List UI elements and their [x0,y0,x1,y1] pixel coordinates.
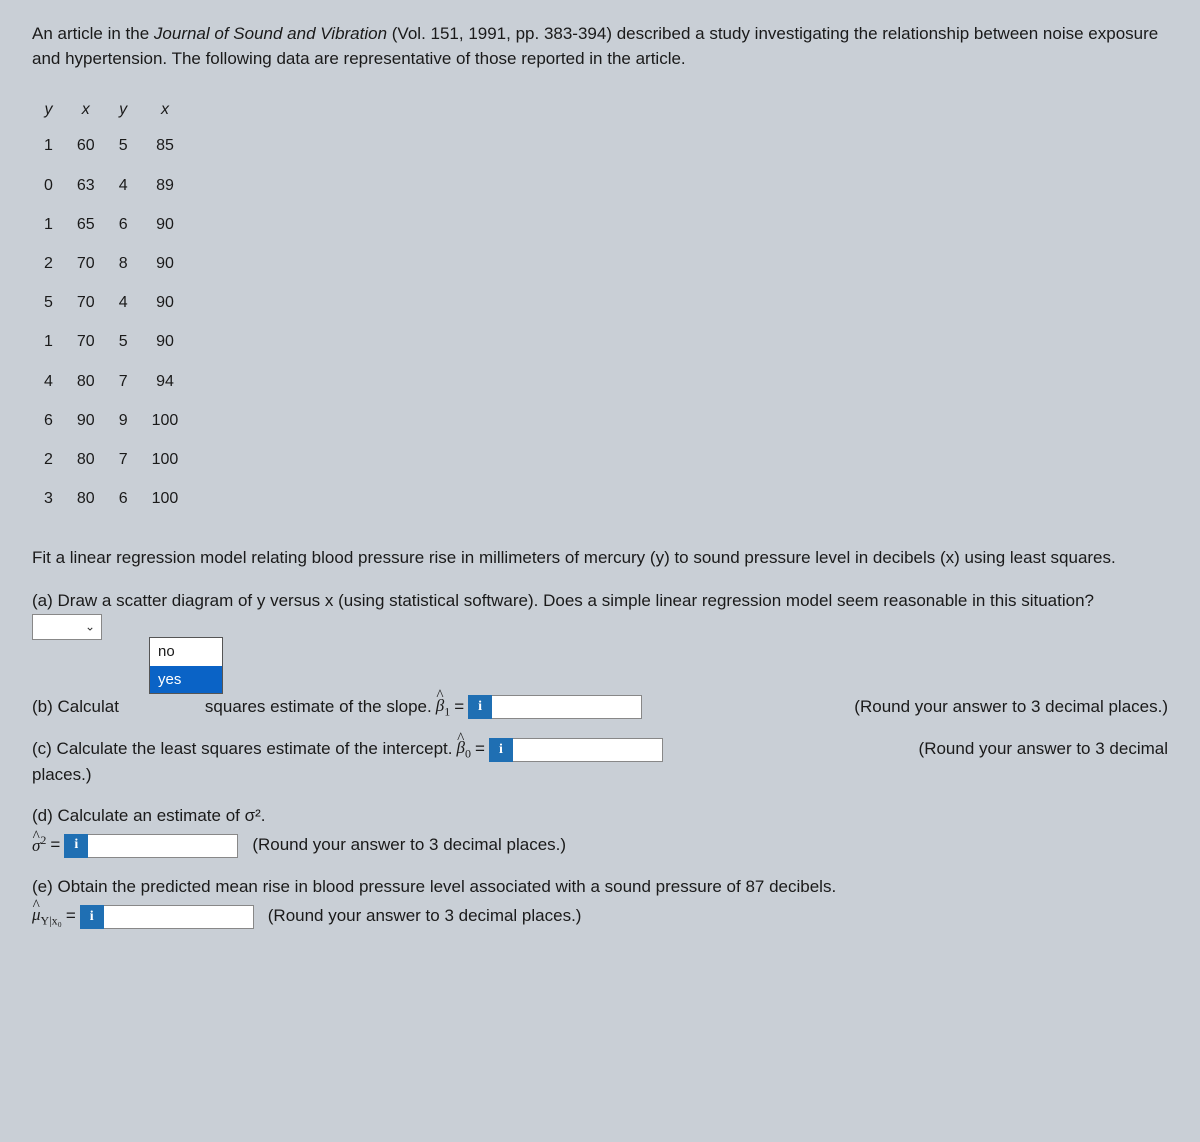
table-cell: 5 [32,283,65,322]
journal-name: Journal of Sound and Vibration [154,24,387,43]
table-row: 160585 [32,126,190,165]
regression-prompt: Fit a linear regression model relating b… [32,546,1168,571]
equals-sign: = [66,904,76,929]
table-row: 480794 [32,362,190,401]
equals-sign: = [50,833,60,858]
table-row: 3806100 [32,479,190,518]
part-d-round: (Round your answer to 3 decimal places.) [252,833,566,858]
table-cell: 7 [107,440,140,479]
table-cell: 0 [32,166,65,205]
table-row: 063489 [32,166,190,205]
table-row: 6909100 [32,401,190,440]
part-c-text: (c) Calculate the least squares estimate… [32,737,452,762]
beta0-symbol: β0 [456,736,470,763]
reasonable-dropdown[interactable]: no yes [149,637,223,695]
table-cell: 100 [140,401,191,440]
part-c-round-pre: (Round your answer to 3 decimal [919,737,1168,762]
table-cell: 60 [65,126,107,165]
option-yes[interactable]: yes [150,666,222,694]
table-cell: 4 [107,166,140,205]
table-cell: 5 [107,322,140,361]
part-d: (d) Calculate an estimate of σ². σ2 = i … [32,804,1168,859]
table-cell: 89 [140,166,191,205]
mu-symbol: μY|x₀ [32,903,62,930]
table-cell: 4 [107,283,140,322]
reasonable-select[interactable]: ⌄ [32,614,102,640]
table-cell: 6 [107,479,140,518]
table-cell: 4 [32,362,65,401]
part-a-text: (a) Draw a scatter diagram of y versus x… [32,591,1094,610]
table-cell: 90 [140,322,191,361]
part-b: (b) Calculat squares estimate of the slo… [32,694,1168,721]
col-header: y [32,93,65,126]
table-row: 570490 [32,283,190,322]
option-no[interactable]: no [150,638,222,666]
table-cell: 70 [65,244,107,283]
table-cell: 1 [32,205,65,244]
table-row: 270890 [32,244,190,283]
table-cell: 85 [140,126,191,165]
sigma2-symbol: σ2 [32,832,46,858]
problem-intro: An article in the Journal of Sound and V… [32,22,1168,71]
table-cell: 2 [32,440,65,479]
table-cell: 8 [107,244,140,283]
part-b-round: (Round your answer to 3 decimal places.) [854,695,1168,720]
beta1-symbol: β1 [436,694,450,721]
table-cell: 7 [107,362,140,401]
equals-sign: = [454,695,464,720]
chevron-down-icon: ⌄ [85,618,95,635]
table-cell: 70 [65,322,107,361]
table-cell: 2 [32,244,65,283]
mu-input[interactable] [104,905,254,929]
table-cell: 3 [32,479,65,518]
table-header-row: y x y x [32,93,190,126]
table-cell: 70 [65,283,107,322]
sigma2-input[interactable] [88,834,238,858]
part-e-round: (Round your answer to 3 decimal places.) [268,904,582,929]
table-row: 170590 [32,322,190,361]
table-cell: 90 [140,244,191,283]
info-icon[interactable]: i [64,834,88,858]
table-cell: 5 [107,126,140,165]
table-cell: 80 [65,479,107,518]
table-cell: 80 [65,362,107,401]
part-a: (a) Draw a scatter diagram of y versus x… [32,589,1168,640]
table-cell: 90 [140,205,191,244]
table-cell: 65 [65,205,107,244]
table-cell: 80 [65,440,107,479]
table-row: 165690 [32,205,190,244]
table-cell: 90 [140,283,191,322]
part-b-mid: squares estimate of the slope. [205,695,432,720]
col-header: y [107,93,140,126]
beta0-input[interactable] [513,738,663,762]
table-cell: 100 [140,479,191,518]
info-icon[interactable]: i [80,905,104,929]
table-cell: 94 [140,362,191,401]
table-cell: 9 [107,401,140,440]
info-icon[interactable]: i [489,738,513,762]
beta1-input[interactable] [492,695,642,719]
table-cell: 6 [32,401,65,440]
equals-sign: = [475,737,485,762]
col-header: x [65,93,107,126]
col-header: x [140,93,191,126]
part-c-round-post: places.) [32,763,1168,788]
table-cell: 63 [65,166,107,205]
intro-pre: An article in the [32,24,154,43]
table-cell: 1 [32,126,65,165]
table-row: 2807100 [32,440,190,479]
part-e-text: (e) Obtain the predicted mean rise in bl… [32,875,1168,900]
part-e: (e) Obtain the predicted mean rise in bl… [32,875,1168,930]
info-icon[interactable]: i [468,695,492,719]
data-table: y x y x 16058506348916569027089057049017… [32,93,190,518]
part-c: (c) Calculate the least squares estimate… [32,736,1168,787]
table-cell: 6 [107,205,140,244]
part-d-text: (d) Calculate an estimate of σ². [32,804,1168,829]
table-cell: 100 [140,440,191,479]
table-cell: 1 [32,322,65,361]
table-cell: 90 [65,401,107,440]
part-b-pre: (b) Calculat [32,695,119,720]
